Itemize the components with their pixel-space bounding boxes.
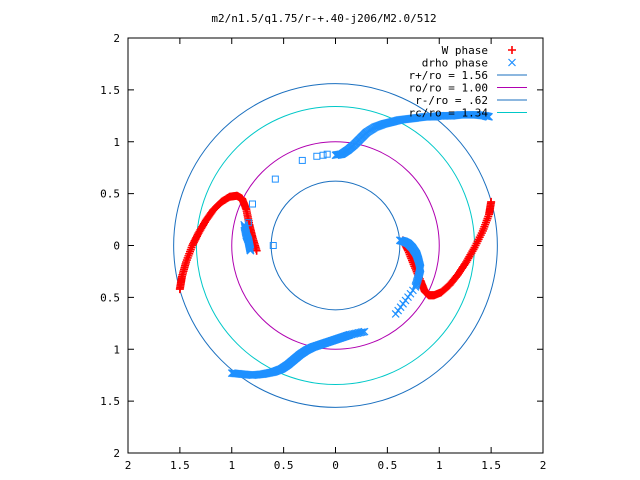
x-tick-label: 2 <box>125 459 132 472</box>
reference-circles <box>173 83 498 408</box>
reference-circle <box>270 180 401 311</box>
legend-label: ro/ro = 1.00 <box>409 82 488 95</box>
y-tick-label: 2 <box>113 32 120 45</box>
y-tick-label: 1 <box>113 343 120 356</box>
y-tick-label: 2 <box>113 447 120 460</box>
drho-phase-point <box>246 246 255 255</box>
w-phase-point <box>252 246 261 255</box>
x-tick-label: 0.5 <box>377 459 397 472</box>
drho-phase-square <box>242 229 250 237</box>
drho-phase-point <box>359 327 368 336</box>
drho-phase-point <box>406 289 415 298</box>
x-tick-label: 1 <box>436 459 443 472</box>
drho-phase-point <box>396 303 405 312</box>
drho-phase-point <box>401 296 410 305</box>
y-tick-label: 1.5 <box>100 84 120 97</box>
w-phase-point <box>487 197 496 206</box>
drho-phase-point <box>404 293 412 302</box>
drho-phase-point <box>485 112 493 121</box>
axis-ticks: 2 1.5 1 0.5 0 0.5 1 1.5 221.510.500.511.52 <box>100 32 546 472</box>
legend-swatch <box>508 58 516 67</box>
drho-phase-point <box>399 299 407 308</box>
drho-phase-square <box>244 219 252 227</box>
reference-circle <box>231 141 440 350</box>
drho-phase-point <box>360 327 369 336</box>
y-tick-label: 0 <box>113 240 120 253</box>
legend-label: W phase <box>442 44 488 57</box>
drho-phase-square <box>269 242 277 249</box>
y-tick-label: 1 <box>113 136 120 149</box>
x-tick-label: 0 <box>332 459 339 472</box>
drho-phase-square <box>249 200 256 208</box>
drho-phase-point <box>411 281 420 290</box>
x-tick-label: 0.5 <box>274 459 294 472</box>
phase-points <box>175 110 496 380</box>
y-tick-label: 0.5 <box>100 291 120 304</box>
legend-swatch <box>508 46 516 54</box>
drho-phase-point <box>391 310 400 318</box>
drho-phase-square <box>319 151 327 159</box>
reference-circle <box>173 83 498 408</box>
drho-phase-square <box>323 150 331 158</box>
drho-phase-square <box>271 175 279 183</box>
chart-title: m2/n1.5/q1.75/r-+.40-j206/M2.0/512 <box>211 12 436 25</box>
legend-label: r-/ro = .62 <box>415 94 488 107</box>
legend-label: rc/ro = 1.34 <box>409 107 489 120</box>
drho-phase-point <box>412 280 421 289</box>
legend-label: drho phase <box>422 57 488 70</box>
x-tick-label: 1 <box>228 459 235 472</box>
y-tick-label: 0.5 <box>100 188 120 201</box>
y-tick-label: 1.5 <box>100 395 120 408</box>
x-tick-label: 1.5 <box>170 459 190 472</box>
x-tick-label: 2 <box>540 459 547 472</box>
drho-phase-square <box>298 156 306 164</box>
drho-phase-point <box>411 283 420 291</box>
drho-phase-point <box>394 306 403 315</box>
drho-phase-point <box>357 328 366 337</box>
x-tick-label: 1.5 <box>481 459 501 472</box>
drho-phase-square <box>313 152 321 160</box>
drho-phase-point <box>408 286 417 295</box>
legend-label: r+/ro = 1.56 <box>409 69 488 82</box>
